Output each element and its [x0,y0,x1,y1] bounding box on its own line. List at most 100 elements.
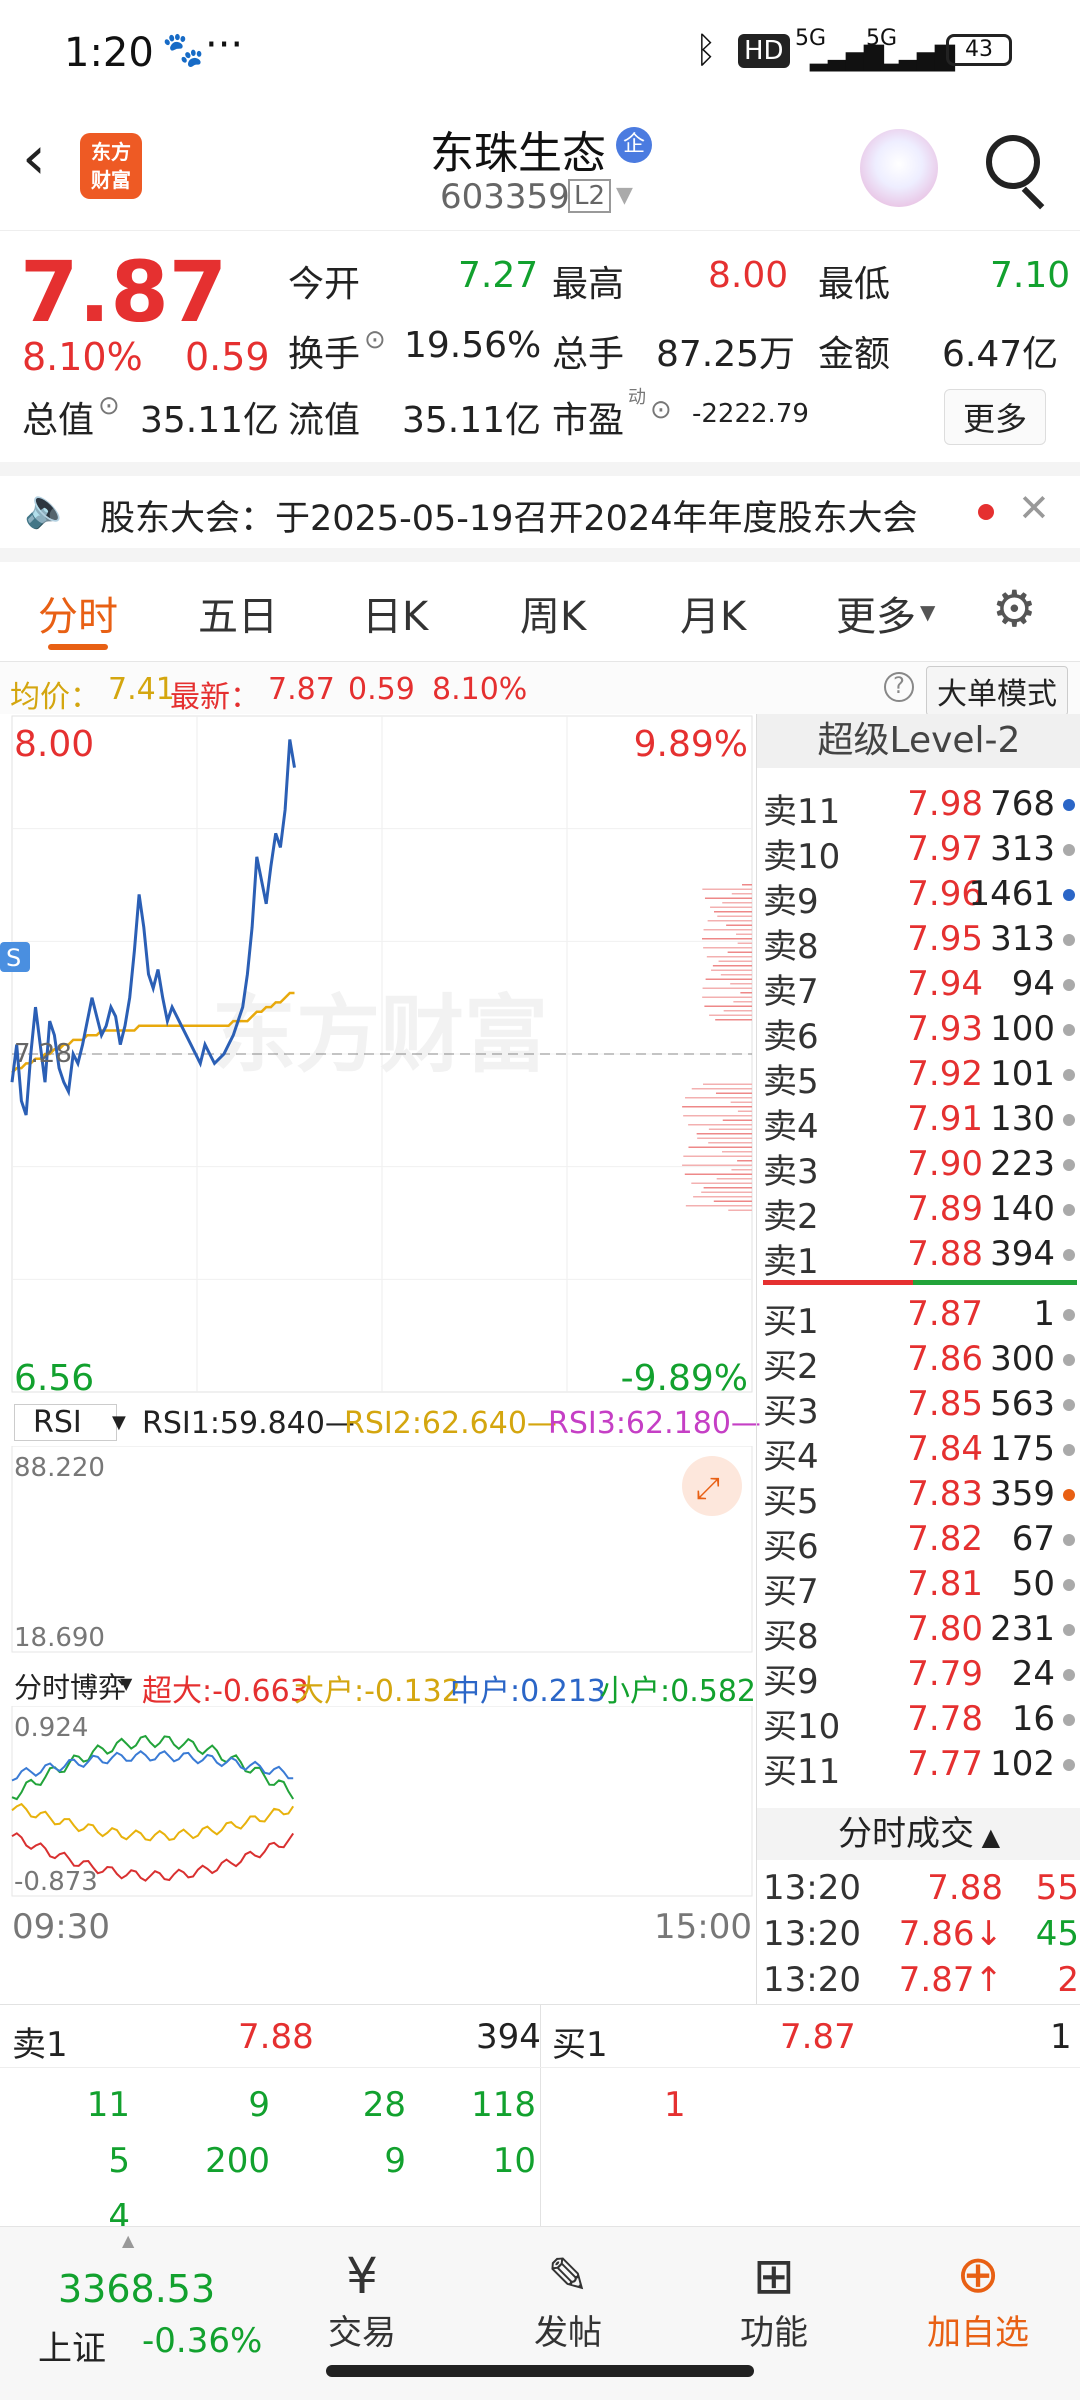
ask-price: 7.95 [907,919,983,959]
bid-row[interactable]: 买4 7.84 175 [763,1429,1079,1477]
flow-super-line [11,1832,295,1882]
speaker-icon: 🔈 [24,486,72,530]
back-icon[interactable]: ‹ [22,123,46,193]
bid-row[interactable]: 买2 7.86 300 [763,1339,1079,1387]
ask-row[interactable]: 卖10 7.97 313 [763,829,1079,877]
level2-badge[interactable]: L2 [568,179,612,213]
tab-monthly-k[interactable]: 月K [680,594,747,640]
ask-row[interactable]: 卖1 7.88 394 [763,1234,1079,1282]
ask-row[interactable]: 卖3 7.90 223 [763,1144,1079,1192]
rsi-selector[interactable]: RSI [14,1404,117,1441]
volume-value: 87.25万 [656,334,796,375]
latest-value: 7.87 [268,672,335,707]
status-time: 1:20 [64,30,154,76]
search-icon[interactable] [986,135,1040,189]
sell-queue-item: 200 [205,2141,270,2181]
bid-row[interactable]: 买1 7.87 1 [763,1294,1079,1342]
ask-row[interactable]: 卖6 7.93 100 [763,1009,1079,1057]
volume-profile-bar [712,965,752,967]
eastmoney-logo[interactable]: 东方 财富 [80,133,142,199]
ask-row[interactable]: 卖11 7.98 768 [763,784,1079,832]
ask-label: 卖6 [763,1017,819,1057]
trades-header[interactable]: 分时成交 ▲ [757,1808,1080,1860]
flow-small: 小户:0.582 [600,1674,756,1709]
enterprise-badge-icon: 企 [616,127,652,163]
volume-profile-bar [701,1191,752,1193]
ask-row[interactable]: 卖4 7.91 130 [763,1099,1079,1147]
volume-profile-bar [703,947,752,949]
bid-row[interactable]: 买6 7.82 67 [763,1519,1079,1567]
function-nav-label: 功能 [740,2313,808,2353]
volume-profile-bar [718,960,752,962]
x-start-label: 09:30 [12,1907,110,1946]
level2-title: 超级Level-2 [757,714,1080,768]
intraday-price-chart[interactable]: 东方财富 8.00 9.89% 6.56 -9.89% 7.28 S [0,714,756,1404]
chevron-down-icon[interactable]: ▼ [616,183,633,208]
volume-profile-bar [697,1137,752,1139]
average-price-line [11,991,295,1074]
bid-row[interactable]: 买7 7.81 50 [763,1564,1079,1612]
announcement-bar[interactable]: 🔈 股东大会：于2025-05-19召开2024年年度股东大会 ✕ [0,462,1080,562]
volume-profile-bar [723,1010,752,1012]
bid-row[interactable]: 买3 7.85 563 [763,1384,1079,1432]
bid-row[interactable]: 买9 7.79 24 [763,1654,1079,1702]
volume-profile-bar [742,884,752,886]
close-icon[interactable]: ✕ [1018,486,1050,530]
tab-daily-k[interactable]: 日K [362,594,429,640]
signal-icon: ▂▃▅▇ [810,42,884,72]
ask-row[interactable]: 卖8 7.95 313 [763,919,1079,967]
bid-row[interactable]: 买5 7.83 359 [763,1474,1079,1522]
flow-chart[interactable]: 0.924 -0.873 09:30 15:00 [0,1706,756,1946]
order-dot-icon [1063,1759,1075,1771]
sell-queue-item: 10 [492,2141,536,2181]
index-pct: -0.36% [142,2321,263,2361]
turnover-label: 换手 [288,334,361,375]
volume-profile-bar [728,1209,752,1211]
ask-row[interactable]: 卖7 7.94 94 [763,964,1079,1012]
flow-selector[interactable]: 分时博弈 [14,1671,127,1704]
bid-volume: 175 [990,1429,1055,1469]
function-nav-item[interactable]: ⊞ 功能 [704,2227,844,2354]
order-dot-icon [1063,1309,1075,1321]
sell-queue-item: 11 [86,2085,130,2125]
add-watchlist-nav-item[interactable]: ⊕ 加自选 [908,2227,1048,2354]
rsi-chart[interactable]: 88.220 18.690 ⤢ [0,1446,756,1658]
tab-weekly-k[interactable]: 周K [520,594,587,640]
help-icon[interactable]: ? [884,672,914,702]
tab-intraday[interactable]: 分时 [38,594,118,640]
info-icon[interactable]: ⊙ [98,391,120,421]
index-ticker[interactable]: ▲ 3368.53 上证 -0.36% [0,2227,263,2400]
big-order-mode-button[interactable]: 大单模式 [926,666,1068,716]
flow-mid-line [11,1750,294,1782]
ask-price: 7.88 [907,1234,983,1274]
ask-volume: 101 [990,1054,1055,1094]
bid-row[interactable]: 买8 7.80 231 [763,1609,1079,1657]
bid-row[interactable]: 买11 7.77 102 [763,1744,1079,1792]
bid-label: 买5 [763,1482,819,1522]
bid-price: 7.80 [907,1609,983,1649]
active-tab-indicator [48,644,108,650]
volume-profile-bar [683,1155,752,1157]
info-icon[interactable]: ⊙ [364,325,386,355]
stock-code: 603359 [440,177,570,217]
bid-row[interactable]: 买10 7.78 16 [763,1699,1079,1747]
trade-volume: 45 [1035,1914,1079,1954]
gear-icon[interactable]: ⚙ [992,580,1037,638]
bid-label: 买2 [763,1347,819,1387]
buy-queue-item: 1 [664,2085,686,2125]
more-button[interactable]: 更多 [944,389,1047,445]
ask-row[interactable]: 卖9 7.96 1461 [763,874,1079,922]
ask-row[interactable]: 卖2 7.89 140 [763,1189,1079,1237]
ask-row[interactable]: 卖5 7.92 101 [763,1054,1079,1102]
order-dot-icon [1063,1669,1075,1681]
info-icon[interactable]: ⊙ [650,395,672,425]
robot-assistant-avatar[interactable] [860,129,938,207]
latest-label: 最新： [170,680,260,715]
trade-nav-item[interactable]: ¥ 交易 [292,2227,432,2354]
tab-more[interactable]: 更多 [836,594,916,640]
low-label: 最低 [818,264,891,305]
tab-five-day[interactable]: 五日 [198,594,278,640]
volume-profile-bar [685,1097,752,1099]
post-nav-item[interactable]: ✎ 发帖 [498,2227,638,2354]
ask-label: 卖2 [763,1197,819,1237]
